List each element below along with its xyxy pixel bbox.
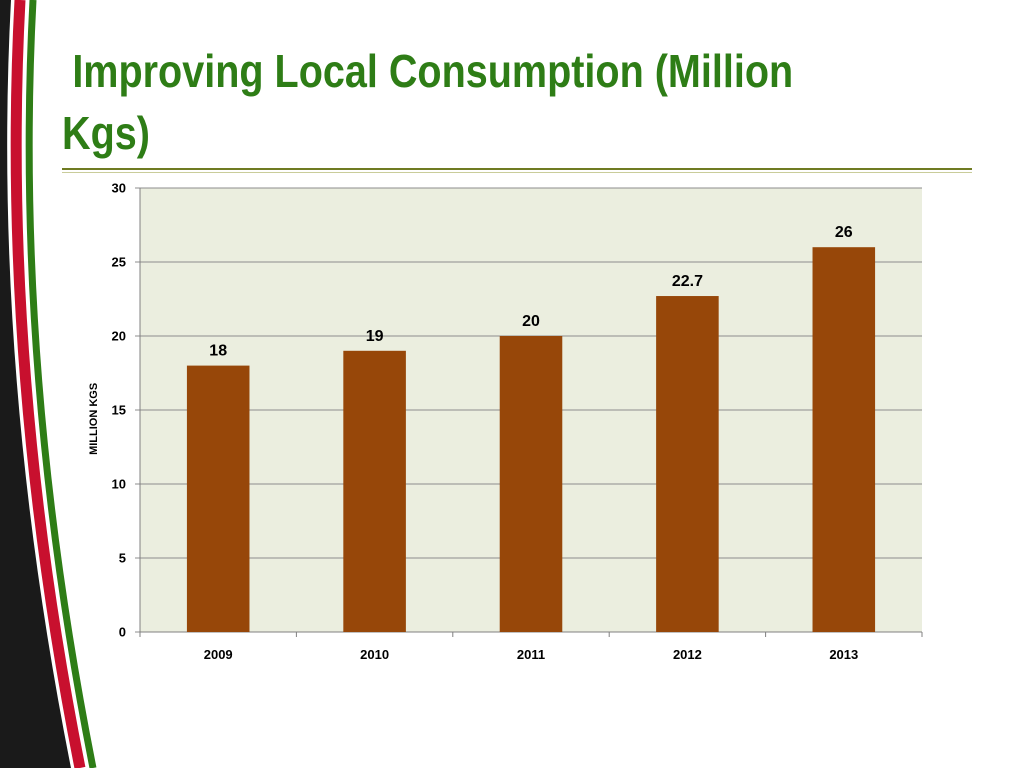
data-label-2010: 19	[366, 328, 384, 345]
data-label-2013: 26	[835, 224, 853, 241]
bar-2011	[499, 336, 563, 632]
green-stripe	[25, 0, 97, 768]
white-stripe	[7, 0, 73, 768]
x-tick-label-2009: 2009	[204, 647, 233, 662]
x-tick-label-2012: 2012	[673, 647, 702, 662]
black-stripe	[0, 0, 72, 768]
x-tick-label-2010: 2010	[360, 647, 389, 662]
bar-2013	[812, 247, 876, 632]
red-stripe	[10, 0, 86, 768]
bar-2009	[186, 365, 250, 632]
bar-2012	[656, 296, 719, 632]
y-tick-label: 5	[119, 551, 126, 566]
bar-chart: 0 5 10 15 20 25 30 MILLION KGS 18 2009 19 2010 20 201…	[88, 181, 923, 662]
y-axis-label: MILLION KGS	[88, 383, 100, 455]
y-tick-label: 30	[112, 181, 126, 196]
y-tick-label: 15	[112, 403, 126, 418]
y-tick-label: 10	[112, 477, 126, 492]
bar-2010	[343, 350, 406, 632]
title-divider-thin	[62, 172, 972, 173]
x-tick-label-2013: 2013	[829, 647, 858, 662]
white-stripe-inner	[22, 0, 88, 768]
slide-title: Improving Local Consumption (Million Kgs…	[62, 45, 794, 159]
data-label-2012: 22.7	[672, 273, 703, 290]
title-divider	[62, 168, 972, 170]
data-label-2011: 20	[522, 313, 540, 330]
data-label-2009: 18	[209, 343, 227, 360]
y-tick-label: 20	[112, 329, 126, 344]
y-tick-label: 0	[119, 625, 126, 640]
y-tick-label: 25	[112, 255, 126, 270]
x-tick-label-2011: 2011	[517, 647, 545, 662]
